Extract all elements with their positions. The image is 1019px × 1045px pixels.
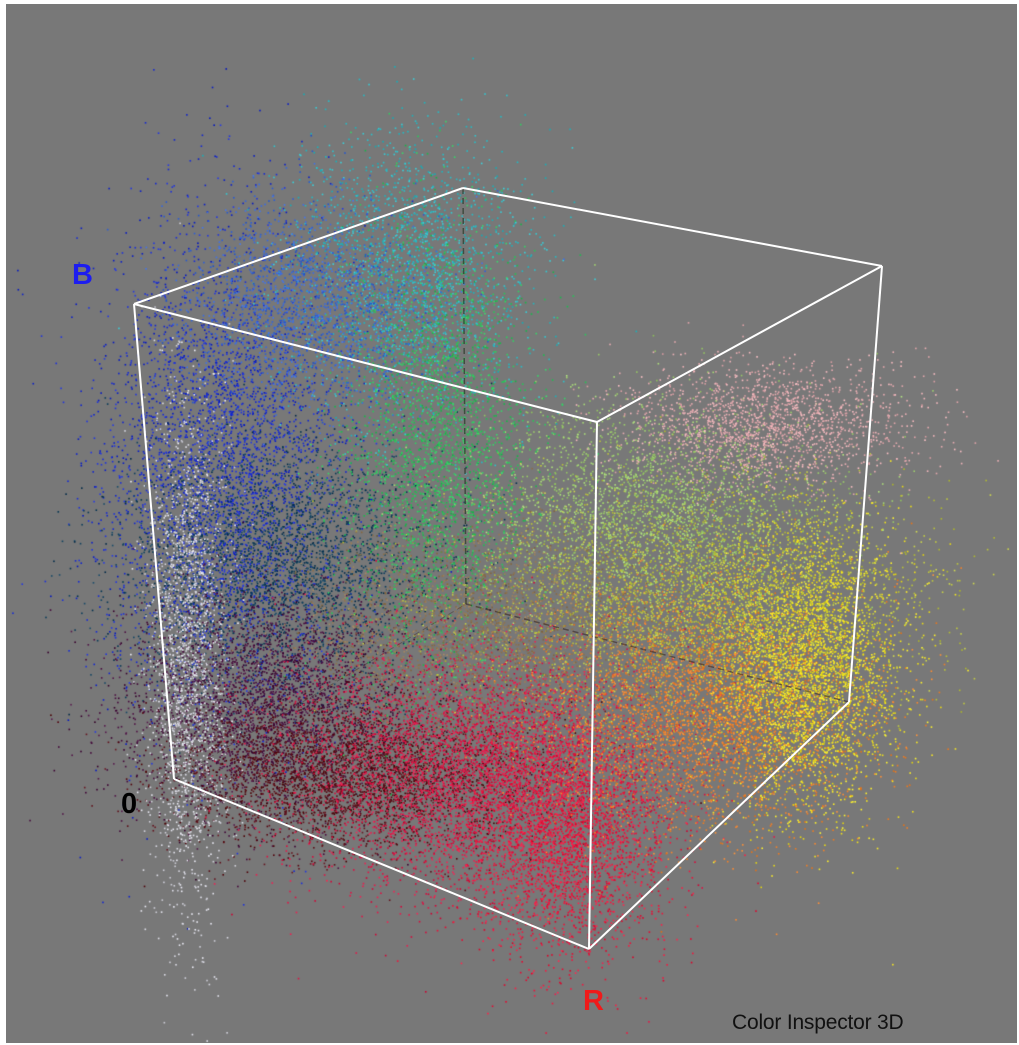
axis-label-origin: 0 bbox=[121, 790, 137, 819]
cube-edge-top-front bbox=[134, 304, 597, 422]
axis-label-r: R bbox=[583, 987, 604, 1016]
cube-edge-hidden-bottom bbox=[466, 604, 849, 702]
cube-edge-top-right bbox=[597, 266, 882, 422]
axis-label-b: B bbox=[72, 261, 93, 290]
cube-edge-right-vertical bbox=[849, 266, 882, 702]
cube-edge-left-vertical bbox=[134, 304, 174, 779]
cube-edge-front-vertical bbox=[589, 422, 597, 949]
app-caption: Color Inspector 3D bbox=[732, 1012, 903, 1033]
cube-edge-hidden-vertical bbox=[463, 188, 466, 604]
3d-viewport[interactable]: B 0 R Color Inspector 3D bbox=[6, 4, 1017, 1043]
cube-edge-bottom-right bbox=[589, 702, 849, 949]
cube-edge-bottom-front bbox=[174, 779, 589, 949]
rgb-cube-frame bbox=[6, 4, 1017, 1043]
cube-edge-hidden-left bbox=[174, 604, 466, 779]
cube-edge-top-left bbox=[134, 188, 463, 304]
cube-edge-top-back bbox=[463, 188, 882, 266]
